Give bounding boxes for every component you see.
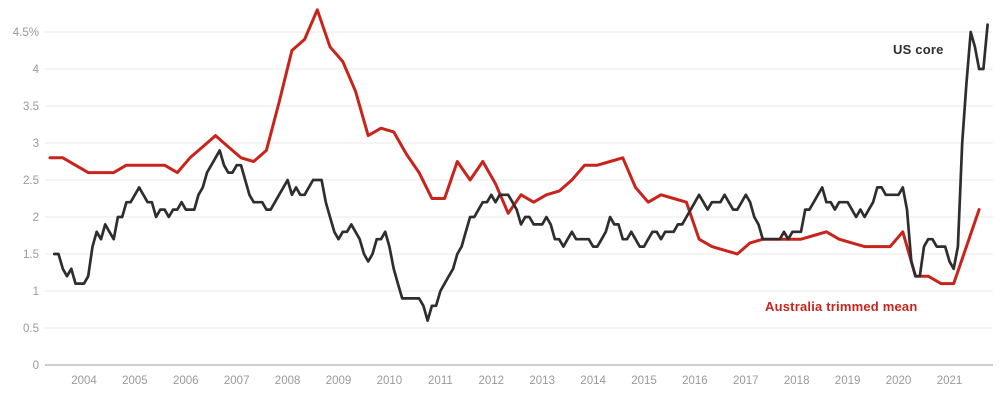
x-axis-tick-label: 2004 xyxy=(71,375,97,387)
australia-trimmed-mean-series-label: Australia trimmed mean xyxy=(765,299,918,314)
x-axis-tick-label: 2009 xyxy=(326,375,352,387)
y-axis-tick-label: 3.5 xyxy=(23,101,39,113)
y-axis-tick-label: 0 xyxy=(33,360,39,372)
x-axis-tick-label: 2020 xyxy=(886,375,912,387)
x-axis-tick-label: 2007 xyxy=(224,375,250,387)
us-core-line xyxy=(52,23,989,322)
x-axis-tick-label: 2017 xyxy=(733,375,759,387)
y-axis-tick-label: 1.5 xyxy=(23,249,39,261)
australia-trimmed-mean-line xyxy=(48,8,981,286)
x-axis-tick-label: 2015 xyxy=(631,375,657,387)
x-axis-tick-label: 2011 xyxy=(428,375,453,387)
x-axis-tick-label: 2010 xyxy=(377,375,403,387)
x-axis-tick-label: 2018 xyxy=(784,375,810,387)
y-axis-tick-label: 4 xyxy=(33,64,40,76)
y-axis-tick-label: 3 xyxy=(33,138,39,150)
x-axis-tick-label: 2008 xyxy=(275,375,301,387)
x-axis-tick-label: 2005 xyxy=(122,375,148,387)
x-axis-tick-label: 2012 xyxy=(479,375,505,387)
y-axis-tick-label: 2 xyxy=(33,212,39,224)
x-axis-tick-label: 2021 xyxy=(937,375,963,387)
x-axis-tick-label: 2006 xyxy=(173,375,199,387)
x-axis-tick-label: 2019 xyxy=(835,375,861,387)
us-core-series-label: US core xyxy=(893,42,944,57)
y-axis-tick-label: 2.5 xyxy=(23,175,39,187)
x-axis-tick-label: 2013 xyxy=(529,375,555,387)
y-axis-tick-label: 4.5% xyxy=(13,27,39,39)
x-axis-tick-label: 2014 xyxy=(580,375,606,387)
y-axis-tick-label: 1 xyxy=(33,286,39,298)
y-axis-tick-label: 0.5 xyxy=(23,323,39,335)
x-axis-tick-label: 2016 xyxy=(682,375,708,387)
